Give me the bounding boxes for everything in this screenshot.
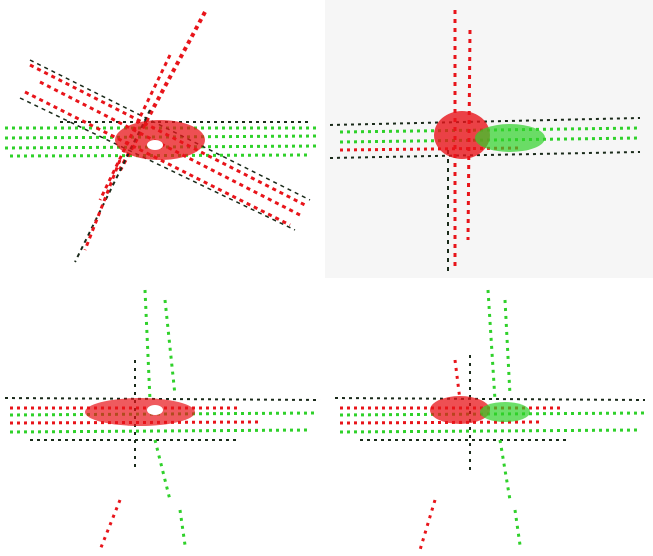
- panel-top-right: [325, 0, 653, 278]
- point-cloud-grid: [0, 0, 653, 556]
- red-cluster: [85, 398, 195, 426]
- red-cluster: [115, 120, 205, 160]
- center-gap: [147, 140, 163, 150]
- center-gap: [147, 405, 163, 415]
- green-cluster: [480, 402, 530, 422]
- page: [0, 0, 653, 556]
- green-cluster: [475, 124, 545, 152]
